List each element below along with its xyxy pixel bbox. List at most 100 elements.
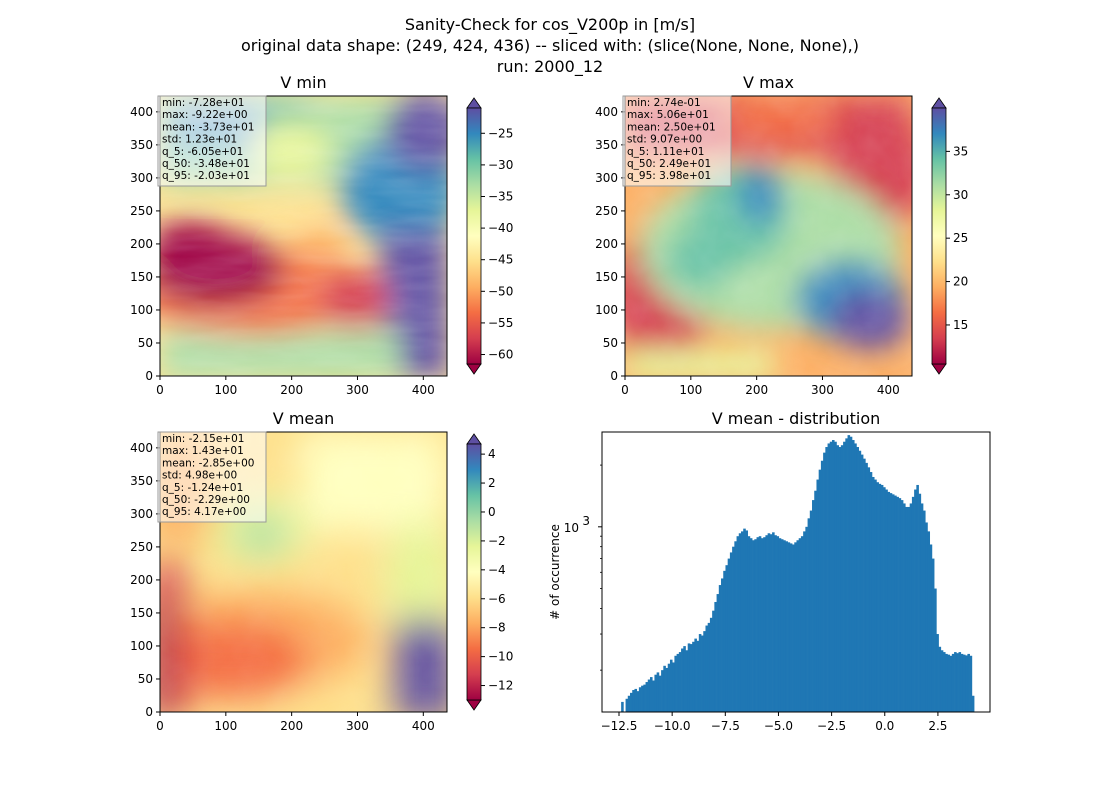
vmean-colorbar-tick-label: −10 xyxy=(488,650,513,664)
vmin-colorbar-tick-label: −40 xyxy=(488,221,513,235)
histogram-bar xyxy=(971,695,975,712)
histogram-bar xyxy=(687,643,691,712)
vmax-colorbar-extend-top xyxy=(931,97,947,109)
histogram-bar xyxy=(685,650,689,712)
histogram-bar xyxy=(931,558,935,712)
histogram-bar xyxy=(774,535,777,712)
vmax-stat-line: q_50: 2.49e+01 xyxy=(627,158,711,170)
histogram-bar xyxy=(772,532,775,712)
vmean-xtick-label: 100 xyxy=(214,719,237,733)
histogram-bar xyxy=(638,687,642,712)
vmean-stat-line: min: -2.15e+01 xyxy=(162,433,244,445)
histogram-bar xyxy=(729,552,733,712)
histogram-bar xyxy=(627,695,631,712)
histogram-bar xyxy=(865,462,868,712)
histogram-bar xyxy=(827,443,831,712)
vmax-ytick-label: 400 xyxy=(595,105,618,119)
histogram-bar xyxy=(845,438,848,712)
hist-title: V mean - distribution xyxy=(712,409,881,428)
histogram-bar xyxy=(621,701,624,712)
histogram-bar xyxy=(854,443,857,712)
vmin-ytick-label: 100 xyxy=(130,303,153,317)
histogram-bar xyxy=(656,672,660,712)
vmin-colorbar-tick-label: −25 xyxy=(488,126,513,140)
vmean-ytick-label: 300 xyxy=(130,507,153,521)
vmin-ytick-label: 400 xyxy=(130,105,153,119)
histogram-bar xyxy=(847,435,851,712)
vmin-stat-line: max: -9.22e+00 xyxy=(162,109,248,121)
histogram-ylabel: # of occurrence xyxy=(548,524,562,620)
histogram-bar xyxy=(709,617,713,712)
vmean-xtick-label: 400 xyxy=(412,719,435,733)
vmin-ytick-label: 200 xyxy=(130,237,153,251)
histogram-bar xyxy=(698,634,702,712)
vmin-xtick-label: 200 xyxy=(280,383,303,397)
vmean-stat-line: q_5: -1.24e+01 xyxy=(162,482,243,494)
histogram-bar xyxy=(891,494,895,712)
vmin-stat-line: q_50: -3.48e+01 xyxy=(162,158,250,170)
vmax-colorbar-tick-label: 35 xyxy=(953,144,968,158)
vmean-colorbar-extend-bottom xyxy=(466,699,482,711)
vmean-colorbar-tick-label: −2 xyxy=(488,534,506,548)
vmax-ytick-label: 100 xyxy=(595,303,618,317)
histogram-bar xyxy=(956,653,959,712)
histogram-bar xyxy=(949,655,953,712)
vmean-xtick-label: 0 xyxy=(156,719,164,733)
histogram-bar xyxy=(678,652,682,712)
histogram-bar xyxy=(936,634,939,712)
histogram-bar xyxy=(669,659,673,712)
vmin-stat-line: q_5: -6.05e+01 xyxy=(162,146,243,158)
vmean-stat-line: q_50: -2.29e+00 xyxy=(162,494,250,506)
histogram-bar xyxy=(643,684,646,712)
histogram-bar xyxy=(734,541,737,712)
histogram-bar xyxy=(692,641,695,712)
histogram-bar xyxy=(942,652,946,712)
vmax-stats-box xyxy=(622,95,732,187)
vmax-stat-line: q_5: 1.11e+01 xyxy=(627,146,704,158)
histogram-bar xyxy=(701,635,704,712)
histogram-xtick-label: 0.0 xyxy=(875,719,894,733)
histogram-bar xyxy=(696,640,700,712)
vmean-stat-line: mean: -2.85e+00 xyxy=(162,457,254,469)
vmin-frame xyxy=(159,95,448,377)
histogram-bar xyxy=(765,535,768,712)
vmin-title: V min xyxy=(280,73,326,92)
vmax-xtick-label: 300 xyxy=(811,383,834,397)
vmean-stats-box xyxy=(157,431,267,523)
figure-title-line-3: run: 2000_12 xyxy=(497,57,603,77)
histogram-bar xyxy=(905,506,908,712)
histogram-bar xyxy=(758,536,762,712)
vmin-ytick-label: 50 xyxy=(138,336,153,350)
histogram-bar xyxy=(832,440,835,712)
histogram-xtick-label: −7.5 xyxy=(711,719,740,733)
histogram-bar xyxy=(816,479,820,712)
vmax-stat-line: std: 9.07e+00 xyxy=(627,134,702,146)
histogram-bar xyxy=(820,460,824,712)
histogram-bar xyxy=(641,685,644,712)
histogram-bar xyxy=(911,496,915,712)
vmean-stat-line: std: 4.98e+00 xyxy=(162,470,237,482)
histogram-bar xyxy=(814,490,817,712)
histogram-bar xyxy=(630,692,633,712)
histogram-bar xyxy=(676,653,680,712)
vmin-heatmap xyxy=(160,96,447,376)
histogram-bar xyxy=(800,536,804,712)
histogram-bar xyxy=(661,670,664,712)
histogram-bar xyxy=(894,495,897,712)
histogram-bar xyxy=(923,510,926,712)
vmean-colorbar-tick-label: 4 xyxy=(488,447,496,461)
histogram-bar xyxy=(885,489,888,712)
vmax-colorbar-extend-bottom xyxy=(931,363,947,375)
histogram-bar xyxy=(736,536,740,712)
histogram-bar xyxy=(740,531,744,712)
histogram-bar xyxy=(652,680,655,712)
histogram-bar xyxy=(945,653,948,712)
histogram-bar xyxy=(683,646,686,712)
histogram-bar xyxy=(938,646,942,712)
vmin-ytick-label: 0 xyxy=(145,369,153,383)
vmin-colorbar-tick-label: −45 xyxy=(488,253,513,267)
vmax-colorbar-tick-label: 30 xyxy=(953,188,968,202)
histogram-bar xyxy=(663,665,666,712)
histogram-bar xyxy=(960,653,964,712)
histogram-bar xyxy=(743,528,746,712)
